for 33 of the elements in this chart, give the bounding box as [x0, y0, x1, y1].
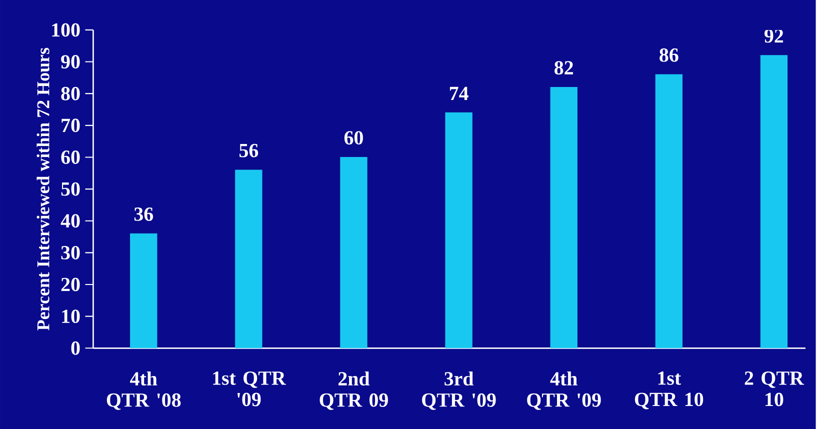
- data-label: 36: [134, 207, 154, 221]
- bar: [445, 112, 472, 348]
- y-tick-label: 100: [52, 23, 80, 37]
- x-tick-label: 2nd QTR 09: [320, 371, 388, 410]
- bar: [760, 54, 788, 348]
- y-tick-label: 50: [61, 182, 80, 196]
- data-label: 92: [764, 29, 784, 43]
- bar: [340, 156, 368, 348]
- data-label: 82: [554, 60, 573, 74]
- bar: [655, 74, 682, 348]
- data-label: 74: [450, 86, 468, 100]
- y-tick-label: 30: [61, 246, 80, 260]
- data-label: 60: [344, 130, 363, 144]
- y-tick-label: 80: [61, 86, 80, 100]
- x-tick-label: 2 QTR 10: [744, 371, 804, 406]
- y-tick-label: 70: [62, 118, 80, 132]
- y-tick-label: 0: [71, 341, 80, 355]
- y-tick-label: 60: [61, 150, 80, 164]
- y-tick-label: 20: [61, 278, 80, 292]
- x-tick-label: 1st QTR 10: [634, 371, 704, 410]
- bar: [235, 170, 262, 348]
- bar: [550, 86, 578, 348]
- x-tick-label: 4th QTR '08: [106, 371, 181, 410]
- data-label: 56: [239, 144, 258, 158]
- y-axis-title: Percent Interviewed within 72 Hours: [36, 48, 50, 330]
- y-tick-label: 40: [60, 214, 80, 228]
- data-label: 86: [660, 48, 678, 62]
- x-tick-label: 4th QTR '09: [527, 371, 601, 410]
- x-tick-label: 3rd QTR '09: [422, 371, 496, 410]
- bar: [130, 233, 158, 348]
- x-tick-label: 1st QTR '09: [213, 371, 286, 406]
- y-tick-label: 10: [62, 309, 80, 323]
- y-tick-label: 90: [61, 54, 80, 68]
